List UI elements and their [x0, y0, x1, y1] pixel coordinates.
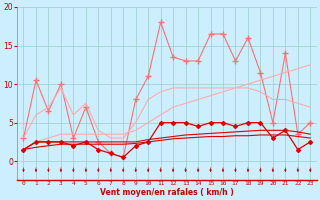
X-axis label: Vent moyen/en rafales ( km/h ): Vent moyen/en rafales ( km/h ) — [100, 188, 234, 197]
